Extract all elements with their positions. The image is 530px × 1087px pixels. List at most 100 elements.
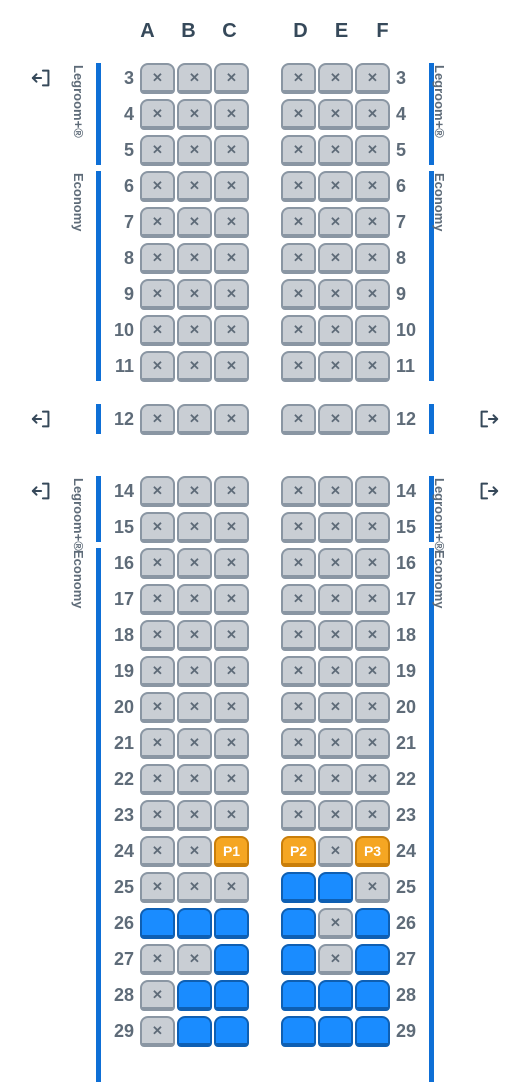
seat-6F [355,171,390,202]
seat-7E [318,207,353,238]
row-number: 6 [396,176,424,197]
seat-26E [318,908,353,939]
cabin-section-section2: 1212141415151616171718181919202021212222… [25,402,505,1049]
seat-29B[interactable] [177,1016,212,1047]
seat-21C [214,728,249,759]
row-number: 23 [396,805,424,826]
seat-15E [318,512,353,543]
exit-icon [477,480,499,502]
seat-15D [281,512,316,543]
row-number: 23 [106,805,134,826]
seat-20A [140,692,175,723]
seat-3A [140,63,175,94]
seat-22A [140,764,175,795]
row-number: 9 [106,284,134,305]
zone-label-legroom: Legroom+® [432,65,447,138]
zone-bar-economy [96,548,101,1082]
seat-28F[interactable] [355,980,390,1011]
seat-17D [281,584,316,615]
seat-17A [140,584,175,615]
row-number: 3 [396,68,424,89]
seat-23C [214,800,249,831]
seat-6C [214,171,249,202]
seat-23F [355,800,390,831]
seat-14A [140,476,175,507]
seat-20B [177,692,212,723]
seat-19D [281,656,316,687]
seat-14F [355,476,390,507]
zone-label-legroom: Legroom+® [432,478,447,551]
seat-3D [281,63,316,94]
seat-9D [281,279,316,310]
column-A: A [130,20,165,43]
seat-29F[interactable] [355,1016,390,1047]
seat-7A [140,207,175,238]
seat-24F[interactable]: P3 [355,836,390,867]
seat-27E [318,944,353,975]
seat-3E [318,63,353,94]
seat-17B [177,584,212,615]
exit-icon [31,67,53,89]
row-number: 24 [396,841,424,862]
seat-10A [140,315,175,346]
row-number: 7 [396,212,424,233]
seat-9C [214,279,249,310]
seat-9B [177,279,212,310]
zone-bar-legroom [96,476,101,542]
seat-18E [318,620,353,651]
seat-3F [355,63,390,94]
seat-27B [177,944,212,975]
seat-27C[interactable] [214,944,249,975]
zone-bar-economy [96,171,101,381]
seat-27F[interactable] [355,944,390,975]
row-number: 4 [396,104,424,125]
seat-25D[interactable] [281,872,316,903]
seat-23A [140,800,175,831]
seat-26B[interactable] [177,908,212,939]
seat-29C[interactable] [214,1016,249,1047]
seat-12D [281,404,316,435]
seat-21B [177,728,212,759]
seat-29A [140,1016,175,1047]
seat-28B[interactable] [177,980,212,1011]
seat-15F [355,512,390,543]
seat-22C [214,764,249,795]
seat-5A [140,135,175,166]
seat-28C[interactable] [214,980,249,1011]
seat-26D[interactable] [281,908,316,939]
seat-26F[interactable] [355,908,390,939]
row-number: 27 [106,949,134,970]
row-number: 21 [106,733,134,754]
seat-16B [177,548,212,579]
seat-14D [281,476,316,507]
seat-25A [140,872,175,903]
seat-26C[interactable] [214,908,249,939]
seat-28D[interactable] [281,980,316,1011]
seat-28E[interactable] [318,980,353,1011]
seat-21E [318,728,353,759]
zone-label-economy: Economy [71,550,86,609]
seat-24D[interactable]: P2 [281,836,316,867]
row-number: 4 [106,104,134,125]
seat-8C [214,243,249,274]
seat-3C [214,63,249,94]
row-number: 19 [396,661,424,682]
zone-label-legroom: Legroom+® [71,65,86,138]
seat-24C[interactable]: P1 [214,836,249,867]
seat-12F [355,404,390,435]
seat-4B [177,99,212,130]
seat-27D[interactable] [281,944,316,975]
seat-27A [140,944,175,975]
seat-29E[interactable] [318,1016,353,1047]
seat-4C [214,99,249,130]
seat-25E[interactable] [318,872,353,903]
seat-29D[interactable] [281,1016,316,1047]
seat-26A[interactable] [140,908,175,939]
row-number: 11 [396,356,424,377]
seat-10C [214,315,249,346]
seat-22F [355,764,390,795]
exit-icon [31,408,53,430]
column-E: E [324,20,359,43]
row-number: 25 [106,877,134,898]
column-D: D [283,20,318,43]
